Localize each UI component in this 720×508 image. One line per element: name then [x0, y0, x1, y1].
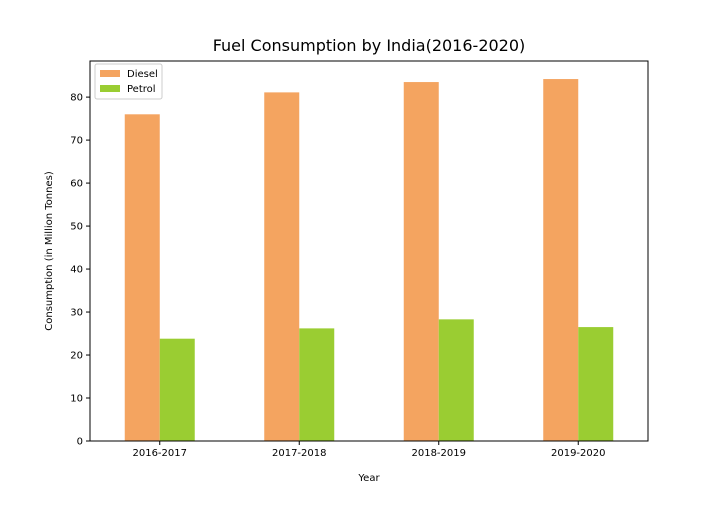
- legend-swatch-petrol: [100, 85, 120, 92]
- x-axis-label: Year: [357, 473, 380, 484]
- bar-diesel-2018-2019: [403, 82, 439, 441]
- legend-label-diesel: Diesel: [127, 69, 158, 80]
- legend: Diesel Petrol: [94, 63, 163, 100]
- bar-diesel-2016-2017: [124, 114, 160, 442]
- y-tick-label: 40: [70, 265, 83, 276]
- y-tick-label: 70: [70, 136, 83, 147]
- bar-petrol-2019-2020: [578, 327, 614, 441]
- y-tick-label: 60: [70, 179, 83, 190]
- bar-petrol-2016-2017: [159, 338, 195, 441]
- axes-layer: 0 10 20 30 40 50 60 70 80 2016-2017 2017-2018 2018-…: [70, 60, 649, 459]
- bar-petrol-2018-2019: [438, 319, 474, 441]
- y-tick-label: 30: [70, 308, 83, 319]
- y-tick-label: 50: [70, 222, 83, 233]
- chart-title: Fuel Consumption by India(2016-2020): [213, 36, 526, 55]
- y-axis-label: Consumption (in Million Tonnes): [44, 171, 55, 331]
- legend-swatch-diesel: [100, 70, 120, 77]
- plot-frame: [89, 60, 649, 442]
- y-tick-label: 20: [70, 351, 83, 362]
- bar-diesel-2017-2018: [264, 92, 300, 441]
- y-tick-label: 0: [77, 437, 83, 448]
- x-tick-label: 2018-2019: [411, 448, 466, 459]
- bar-petrol-2017-2018: [299, 328, 335, 441]
- y-tick-label: 80: [70, 93, 83, 104]
- bars-layer: [124, 79, 614, 442]
- bar-diesel-2019-2020: [543, 79, 579, 442]
- x-tick-label: 2016-2017: [132, 448, 187, 459]
- y-tick-label: 10: [70, 394, 83, 405]
- x-tick-label: 2017-2018: [272, 448, 327, 459]
- x-tick-label: 2019-2020: [551, 448, 606, 459]
- legend-label-petrol: Petrol: [127, 84, 156, 95]
